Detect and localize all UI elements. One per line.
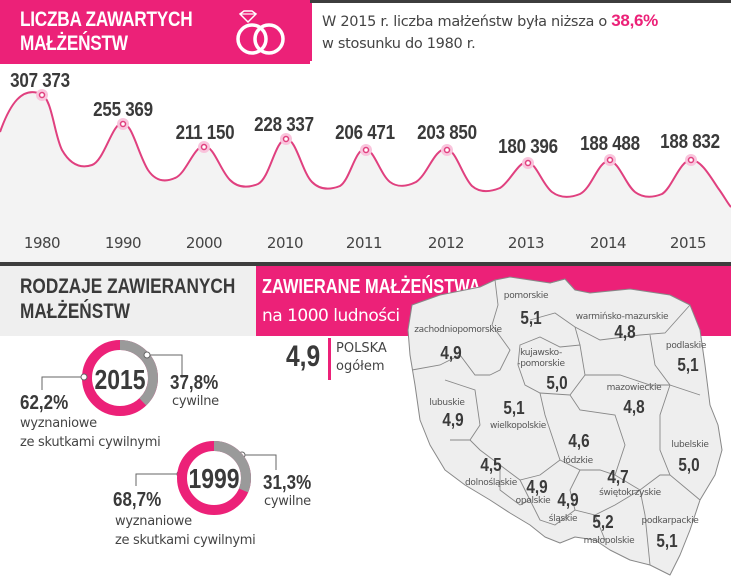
map-title: ZAWIERANE MAŁŻEŃSTWA — [262, 276, 481, 298]
marriages-line-chart: 307 373 255 369 211 150 228 337 206 471 … — [0, 64, 731, 262]
religious-label-2015-line2: ze skutkami cywilnymi — [20, 435, 161, 450]
data-label-2000: 211 150 — [175, 122, 235, 144]
region-name-swietokrzyskie: świętokrzyskie — [599, 488, 661, 498]
page-title: LICZBA ZAWARTYCH MAŁŻEŃSTW — [20, 8, 193, 56]
map-subtitle: na 1000 ludności — [262, 306, 400, 326]
region-value-malopolskie: 5,2 — [592, 512, 614, 532]
region-value-podkarpackie: 5,1 — [656, 531, 678, 551]
region-value-slaskie: 4,9 — [557, 490, 579, 510]
intro-highlight-percent: 38,6% — [611, 11, 658, 30]
civil-pct-2015: 37,8% — [170, 372, 219, 394]
region-name-slaskie: śląskie — [548, 514, 578, 524]
line-chart-plot — [0, 89, 731, 262]
types-title-line-1: RODZAJE ZAWIERANYCH — [20, 275, 236, 298]
poland-accent-bar — [328, 338, 331, 380]
intro-accent-bar — [308, 3, 312, 61]
poland-label-line1: POLSKA — [336, 341, 387, 356]
region-value-mazowieckie: 4,8 — [623, 397, 645, 417]
intro-text-part2: w stosunku do 1980 r. — [322, 36, 476, 52]
data-label-2013: 180 396 — [498, 136, 558, 158]
region-value-zachodniopomorskie: 4,9 — [440, 343, 462, 363]
title-line-2: MAŁŻEŃSTW — [20, 32, 128, 55]
x-tick-2011: 2011 — [345, 234, 383, 252]
region-name-podlaskie: podlaskie — [665, 341, 707, 351]
x-tick-1980: 1980 — [23, 234, 61, 252]
region-name-kujawsko-line1: kujawsko- — [520, 348, 562, 358]
data-label-1980: 307 373 — [10, 70, 70, 92]
x-tick-2012: 2012 — [427, 234, 465, 252]
religious-label-2015: wyznaniowe ze skutkami cywilnymi — [20, 414, 161, 452]
x-tick-2010: 2010 — [266, 234, 304, 252]
x-tick-2013: 2013 — [507, 234, 545, 252]
region-value-podlaskie: 5,1 — [677, 355, 699, 375]
region-value-wielkopolskie: 5,1 — [503, 398, 525, 418]
region-name-wielkopolskie: wielkopolskie — [489, 421, 547, 431]
section-divider — [0, 262, 731, 266]
region-value-dolnoslaskie: 4,5 — [480, 455, 502, 475]
civil-label-1999: cywilne — [264, 494, 311, 509]
x-tick-2015: 2015 — [669, 234, 707, 252]
religious-label-1999: wyznaniowe ze skutkami cywilnymi — [115, 512, 256, 550]
poland-map — [407, 276, 723, 576]
region-name-pomorskie: pomorskie — [503, 291, 549, 301]
region-name-lodzkie: łódzkie — [563, 456, 593, 466]
intro-text-part1: W 2015 r. liczba małżeństw była niższa o — [322, 14, 612, 30]
region-name-lubelskie: lubelskie — [671, 440, 709, 450]
region-value-lubelskie: 5,0 — [678, 455, 700, 475]
intro-annotation: W 2015 r. liczba małżeństw była niższa o… — [322, 10, 658, 55]
top-border — [308, 0, 731, 3]
title-line-1: LICZBA ZAWARTYCH — [20, 8, 193, 31]
x-tick-2000: 2000 — [185, 234, 223, 252]
data-label-1990: 255 369 — [93, 99, 153, 121]
types-header-bg — [0, 266, 256, 336]
data-label-2010: 228 337 — [254, 114, 314, 136]
region-name-warminsko-mazurskie: warmińsko-mazurskie — [575, 312, 669, 322]
region-name-dolnoslaskie: dolnośląskie — [465, 478, 517, 488]
donut-year-2015: 2015 — [94, 364, 146, 395]
x-tick-2014: 2014 — [589, 234, 627, 252]
data-label-2012: 203 850 — [417, 122, 477, 144]
data-label-2015: 188 832 — [660, 131, 720, 153]
x-tick-1990: 1990 — [104, 234, 142, 252]
civil-label-2015: cywilne — [172, 394, 219, 409]
donut-year-1999: 1999 — [188, 463, 240, 494]
region-name-kujawsko-pomorskie: kujawsko- -pomorskie — [517, 348, 565, 370]
title-banner: LICZBA ZAWARTYCH MAŁŻEŃSTW — [0, 0, 310, 64]
data-label-2014: 188 488 — [580, 133, 640, 155]
donut-chart-1999 — [177, 441, 251, 515]
region-name-kujawsko-line2: -pomorskie — [517, 359, 565, 369]
wedding-rings-icon — [236, 10, 285, 55]
poland-total-label: POLSKA ogółem — [336, 340, 387, 376]
region-name-mazowieckie: mazowieckie — [606, 383, 662, 393]
region-value-lodzkie: 4,6 — [568, 431, 590, 451]
religious-pct-1999: 68,7% — [113, 489, 162, 511]
poland-label-line2: ogółem — [336, 359, 385, 374]
data-label-2011: 206 471 — [335, 122, 395, 144]
region-name-malopolskie: małopolskie — [583, 536, 635, 546]
civil-pct-1999: 31,3% — [263, 472, 312, 494]
religious-pct-2015: 62,2% — [20, 392, 69, 414]
region-value-warminsko-mazurskie: 4,8 — [614, 322, 636, 342]
region-name-podkarpackie: podkarpackie — [641, 516, 699, 526]
religious-label-1999-line2: ze skutkami cywilnymi — [115, 533, 256, 548]
poland-total-value: 4,9 — [286, 340, 321, 373]
region-value-swietokrzyskie: 4,7 — [607, 467, 629, 487]
region-value-lubuskie: 4,9 — [442, 410, 464, 430]
region-value-pomorskie: 5,1 — [520, 308, 542, 328]
region-name-opolskie: opolskie — [515, 496, 551, 506]
types-title-line-2: MAŁŻEŃSTW — [20, 300, 131, 323]
region-value-opolskie: 4,9 — [526, 477, 548, 497]
religious-label-2015-line1: wyznaniowe — [20, 416, 97, 431]
region-name-lubuskie: lubuskie — [429, 398, 465, 408]
religious-label-1999-line1: wyznaniowe — [115, 514, 192, 529]
types-title: RODZAJE ZAWIERANYCH MAŁŻEŃSTW — [20, 274, 235, 324]
region-value-kujawsko-pomorskie: 5,0 — [546, 373, 568, 393]
region-name-zachodniopomorskie: zachodniopomorskie — [414, 325, 502, 335]
